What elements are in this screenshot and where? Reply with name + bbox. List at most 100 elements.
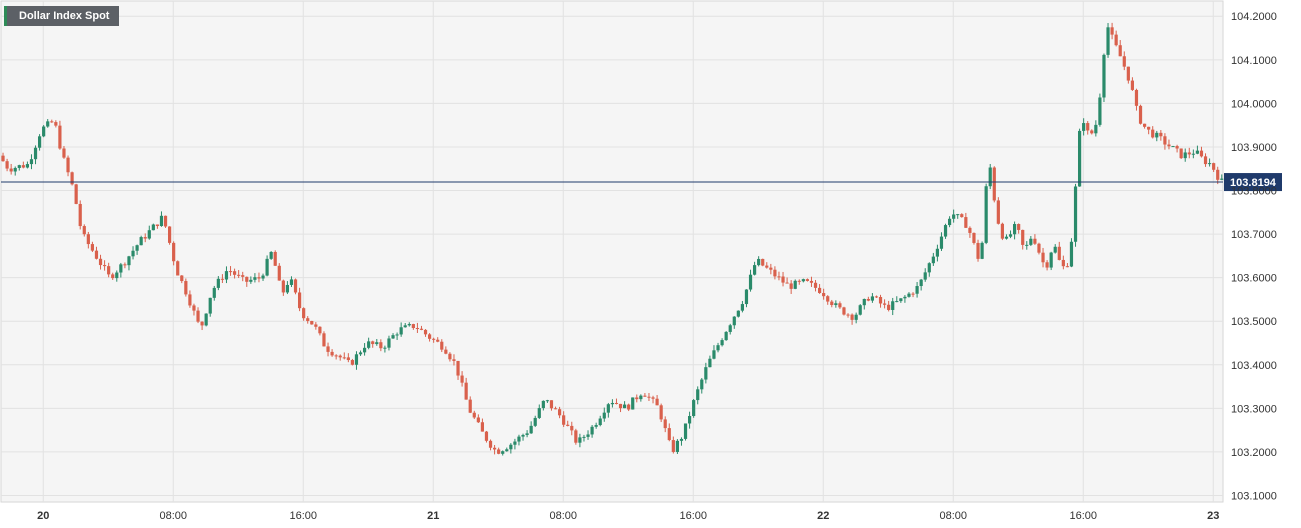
- candle-body: [66, 157, 70, 173]
- candle: [1175, 144, 1179, 153]
- candle-body: [302, 308, 306, 319]
- candle: [610, 399, 615, 408]
- candle: [943, 223, 948, 239]
- candle-body: [403, 325, 407, 328]
- candle: [1159, 130, 1163, 141]
- candle: [216, 276, 220, 291]
- candle-body: [1212, 163, 1216, 170]
- candle-body: [541, 400, 545, 409]
- candle: [574, 428, 578, 445]
- x-tick-label: 16:00: [1069, 510, 1097, 522]
- candle: [935, 244, 940, 262]
- candle: [119, 262, 123, 278]
- candle-body: [1037, 243, 1041, 253]
- candle: [334, 354, 338, 360]
- candle: [196, 307, 200, 324]
- candle-body: [37, 136, 42, 148]
- candle: [1212, 162, 1216, 172]
- candle: [696, 386, 700, 405]
- candle: [330, 349, 334, 357]
- candle-body: [1082, 123, 1086, 131]
- candle-body: [809, 280, 814, 283]
- candle: [769, 263, 773, 275]
- candle-body: [346, 357, 350, 361]
- candle: [1025, 241, 1029, 250]
- candle-body: [874, 296, 879, 298]
- candle-body: [501, 451, 505, 454]
- candle-body: [78, 203, 82, 227]
- candle: [525, 430, 529, 438]
- candle: [992, 166, 996, 203]
- candle: [82, 224, 86, 237]
- candle-body: [858, 305, 862, 315]
- candle: [826, 295, 830, 305]
- candle-body: [903, 296, 907, 299]
- candle-body: [574, 430, 578, 443]
- y-tick-label: 103.8000: [1231, 186, 1277, 198]
- y-tick-label: 104.0000: [1231, 98, 1277, 110]
- candle-body: [167, 226, 172, 243]
- candle-body: [1114, 34, 1118, 46]
- candle: [809, 276, 814, 287]
- candle-body: [692, 400, 696, 417]
- candle: [1155, 130, 1159, 142]
- candle-body: [537, 408, 541, 418]
- candle-body: [878, 296, 883, 304]
- candle-body: [602, 412, 606, 419]
- grid-lines: [1, 1, 1223, 502]
- candle: [155, 224, 160, 229]
- candle: [1008, 230, 1013, 239]
- candle: [318, 326, 322, 336]
- candle: [659, 403, 663, 423]
- candle: [1126, 66, 1130, 84]
- candle: [188, 290, 192, 308]
- candle-body: [935, 248, 940, 257]
- x-tick-label: 20: [37, 510, 49, 522]
- candle: [1183, 148, 1187, 162]
- candle-body: [285, 284, 290, 293]
- candle: [50, 119, 54, 123]
- candle: [553, 406, 558, 410]
- candle-body: [793, 280, 797, 289]
- candle: [586, 430, 590, 440]
- candle-body: [245, 276, 249, 282]
- y-tick-label: 103.6000: [1231, 273, 1277, 285]
- candle: [476, 414, 480, 423]
- candle-body: [826, 296, 830, 302]
- candle: [37, 134, 42, 151]
- candle-body: [635, 397, 639, 400]
- candle-body: [127, 256, 131, 266]
- candle-body: [1012, 224, 1017, 235]
- candle-body: [375, 342, 379, 345]
- candle-body: [834, 303, 838, 306]
- candle-body: [94, 250, 99, 259]
- candle-body: [553, 408, 558, 410]
- candle-body: [854, 314, 858, 320]
- candle-body: [371, 341, 375, 345]
- candle: [533, 415, 537, 428]
- candle: [980, 241, 984, 260]
- candle-body: [58, 125, 62, 149]
- candle-body: [887, 304, 891, 310]
- candle: [237, 270, 241, 279]
- x-tick-label: 08:00: [549, 510, 577, 522]
- candle-body: [1118, 45, 1122, 57]
- candle: [541, 400, 545, 411]
- candle: [163, 215, 168, 228]
- candle-body: [42, 126, 46, 137]
- candle-body: [1090, 130, 1094, 134]
- candle-body: [822, 293, 826, 297]
- candle: [362, 343, 367, 356]
- candle-body: [1004, 236, 1009, 239]
- candle-body: [817, 287, 822, 294]
- candle: [21, 161, 25, 169]
- candle-body: [119, 264, 123, 273]
- current-price-label: 103.8194: [1230, 177, 1277, 189]
- candle-body: [277, 265, 281, 281]
- candle-body: [241, 275, 245, 277]
- candle: [115, 270, 119, 282]
- candle: [1077, 128, 1082, 187]
- candle-body: [1, 155, 5, 162]
- candle: [757, 256, 761, 267]
- candle-body: [314, 324, 318, 327]
